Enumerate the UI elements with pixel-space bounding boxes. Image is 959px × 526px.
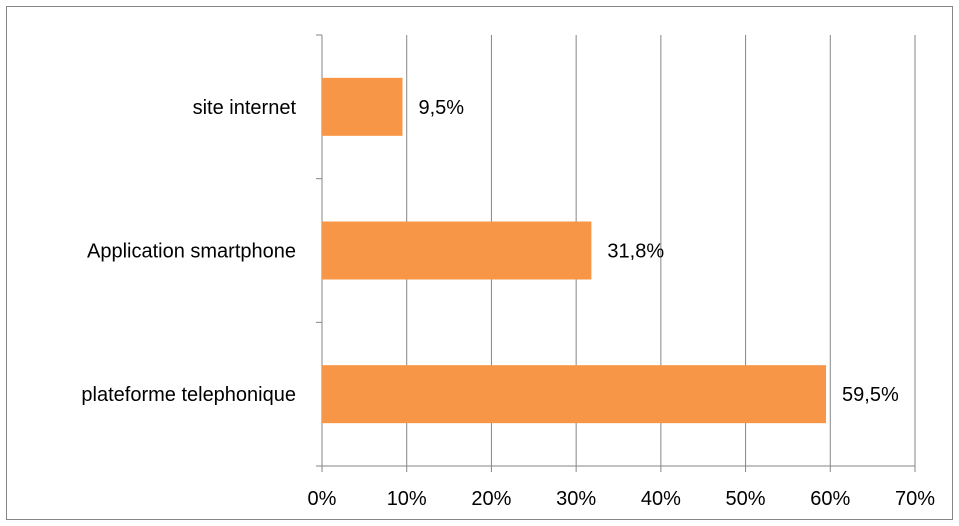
x-tick-label: 40% bbox=[641, 488, 681, 510]
labels: 0% 10% 20% 30% 40% 50% 60% 70% site internet 9,5%… bbox=[81, 97, 935, 510]
x-tick-label: 0% bbox=[308, 488, 337, 510]
x-tick-label: 70% bbox=[895, 488, 935, 510]
bar bbox=[322, 365, 827, 424]
category-label: Application smartphone bbox=[87, 241, 296, 263]
x-tick-label: 10% bbox=[387, 488, 427, 510]
x-tick-label: 30% bbox=[556, 488, 596, 510]
data-label: 31,8% bbox=[607, 241, 664, 263]
bar bbox=[322, 221, 592, 280]
category-label: site internet bbox=[193, 97, 297, 119]
data-label: 9,5% bbox=[418, 97, 464, 119]
x-tick-label: 50% bbox=[726, 488, 766, 510]
x-tick-label: 20% bbox=[471, 488, 511, 510]
data-label: 59,5% bbox=[842, 384, 899, 406]
category-label: plateforme telephonique bbox=[81, 384, 296, 406]
bar bbox=[322, 77, 403, 136]
bars bbox=[322, 77, 827, 424]
x-tick-label: 60% bbox=[810, 488, 850, 510]
